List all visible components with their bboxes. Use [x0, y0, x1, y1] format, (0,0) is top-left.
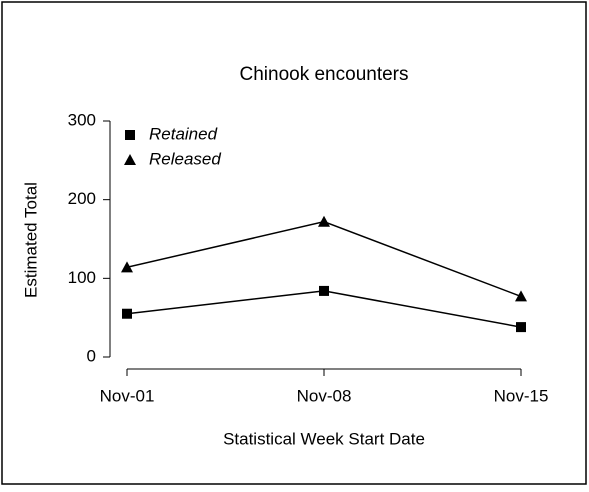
marker — [515, 290, 527, 302]
y-tick-label: 200 — [68, 189, 96, 208]
x-tick-label: Nov-15 — [494, 386, 549, 405]
legend-label: Released — [149, 149, 221, 168]
marker — [121, 261, 133, 273]
x-tick-label: Nov-08 — [297, 386, 352, 405]
chart-title: Chinook encounters — [240, 64, 409, 85]
marker — [516, 322, 526, 333]
y-tick-label: 300 — [68, 110, 96, 129]
y-tick-label: 0 — [87, 346, 96, 365]
frame — [1, 1, 587, 485]
y-axis-label: Estimated Total — [21, 182, 40, 298]
x-axis-label: Statistical Week Start Date — [223, 429, 425, 448]
y-tick-label: 100 — [68, 268, 96, 287]
marker — [319, 285, 329, 296]
marker — [122, 308, 132, 319]
legend-marker — [124, 154, 136, 165]
marker — [318, 215, 330, 227]
legend-marker — [125, 130, 135, 140]
legend-label: Retained — [149, 124, 218, 143]
x-tick-label: Nov-01 — [100, 386, 155, 405]
